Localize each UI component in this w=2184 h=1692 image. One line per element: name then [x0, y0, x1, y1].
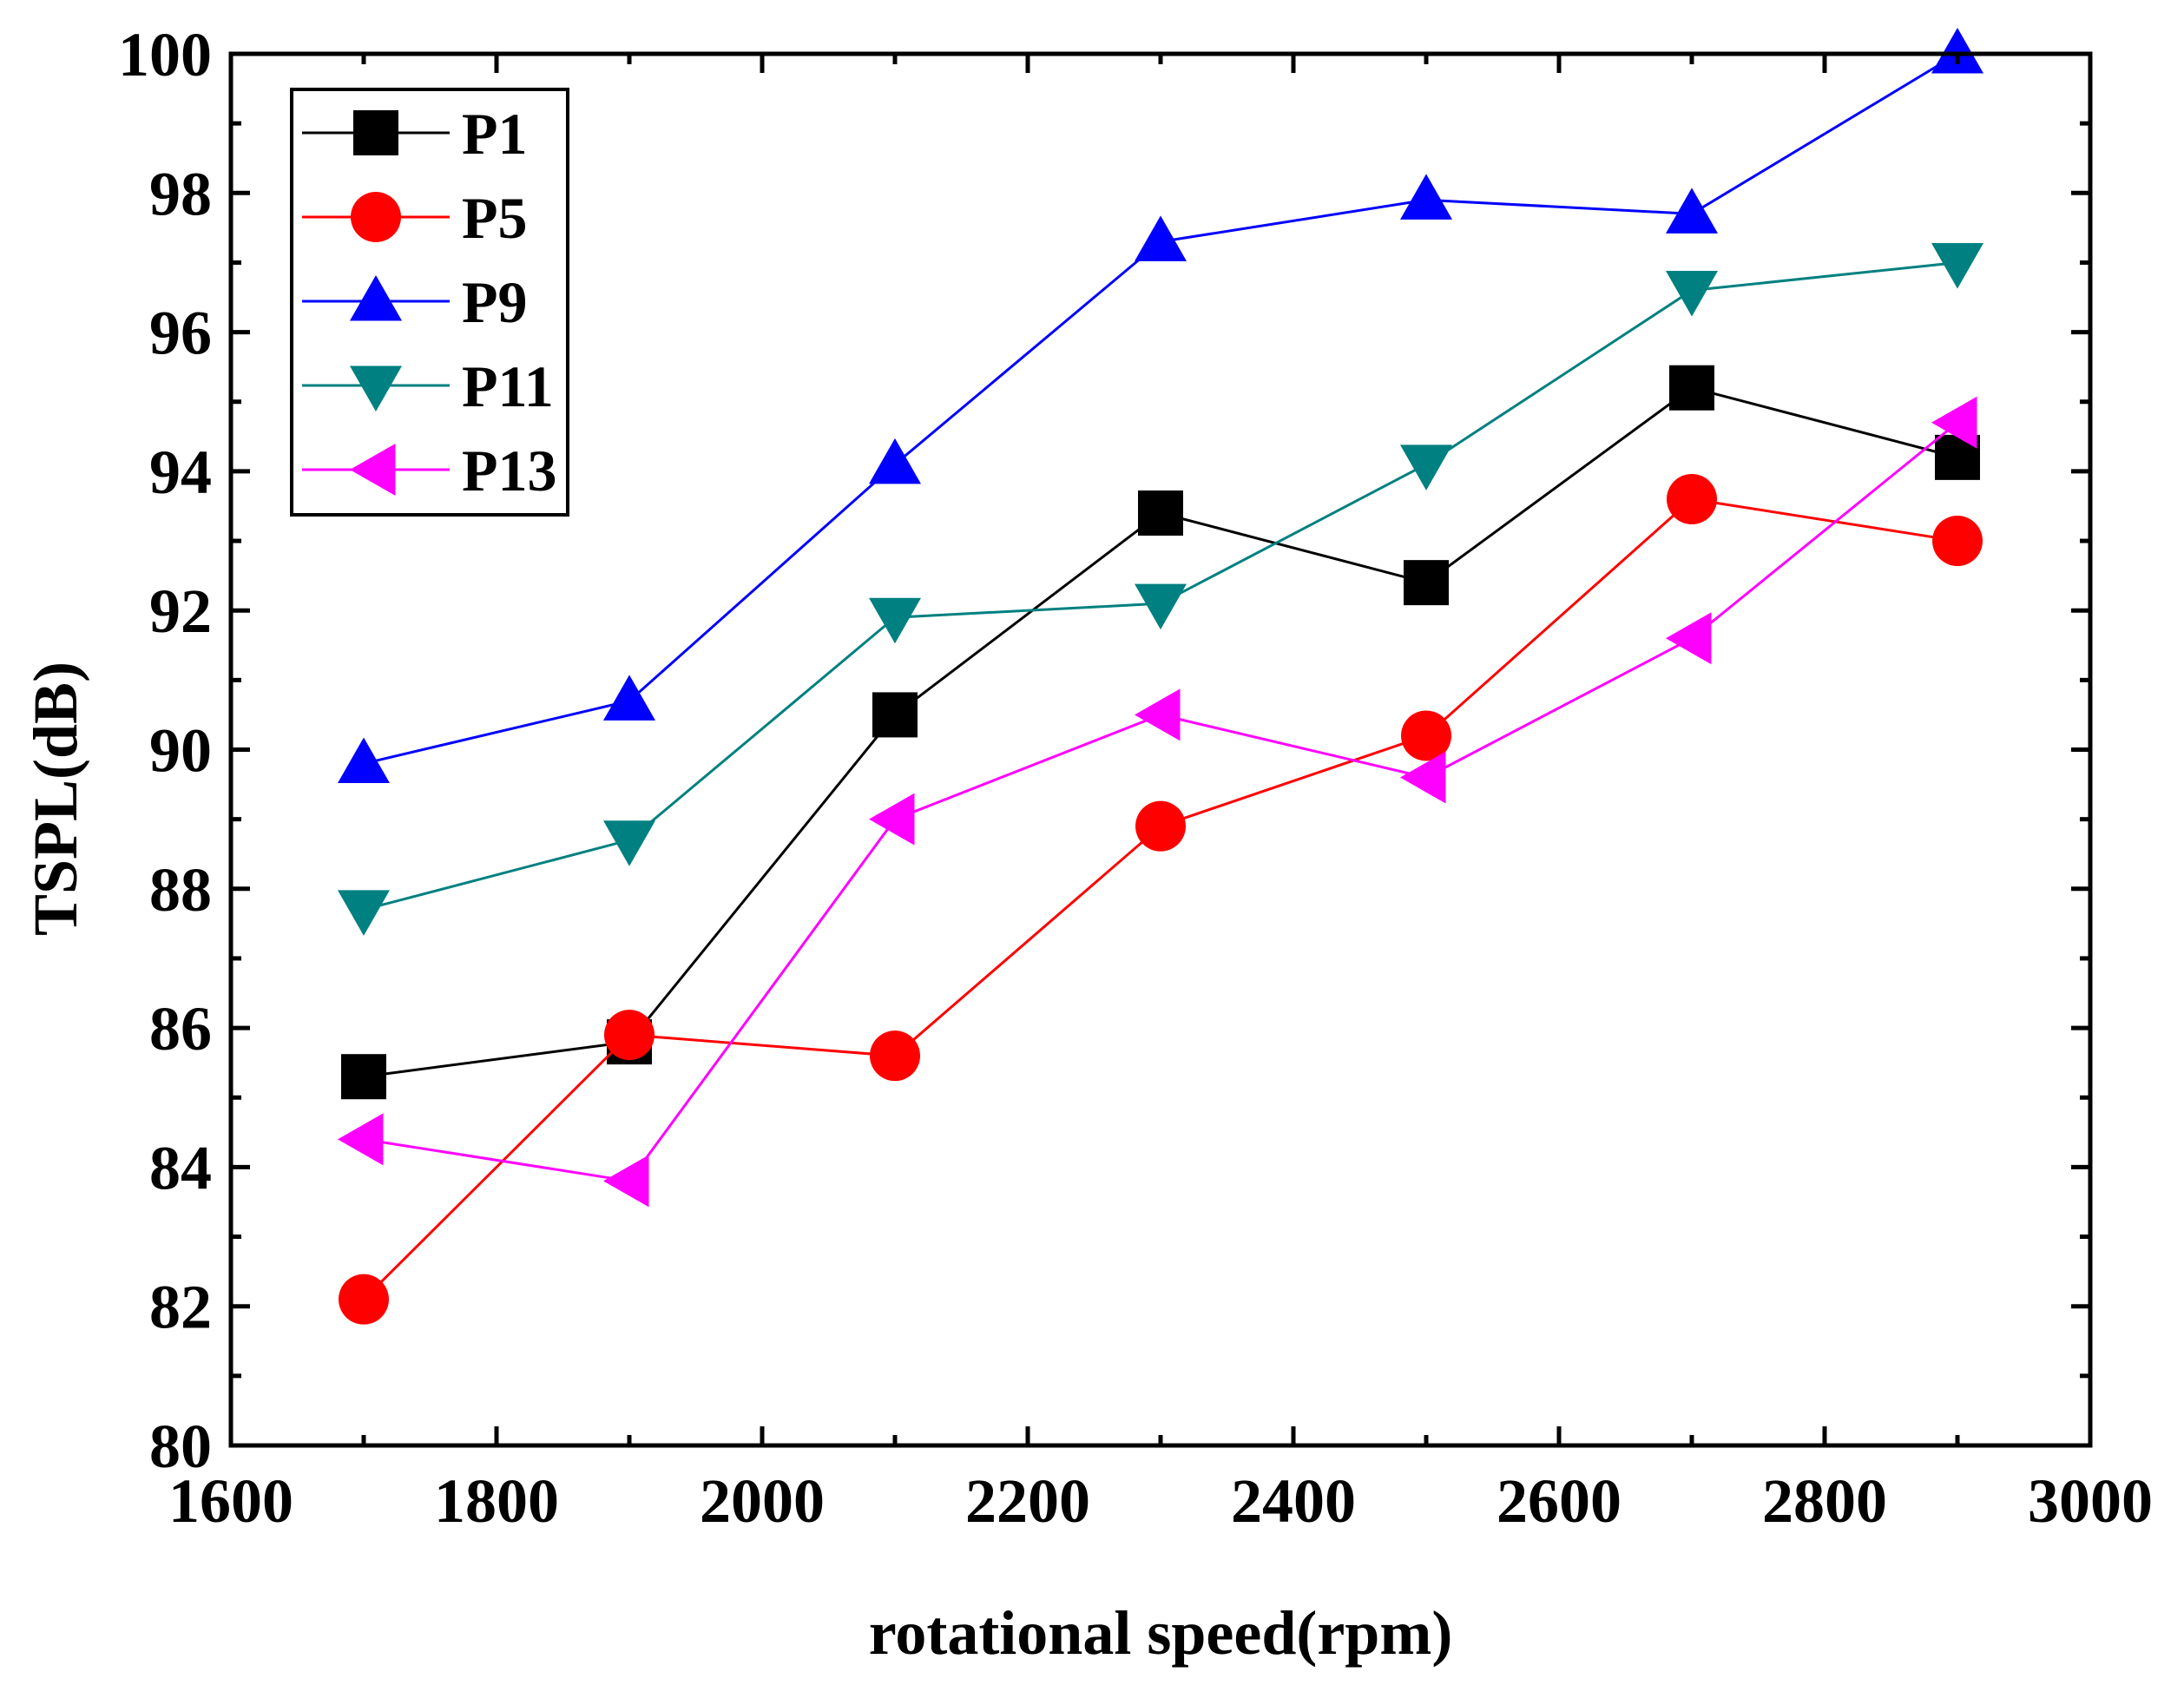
legend-label-p11: P11 — [462, 353, 554, 419]
data-point-p9-2900 — [1931, 28, 1983, 74]
data-point-p9-1700 — [338, 737, 390, 784]
y-tick-label: 96 — [149, 299, 212, 368]
x-tick-label: 1600 — [168, 1466, 293, 1536]
data-point-p13-2300 — [1135, 688, 1181, 741]
legend-label-p1: P1 — [462, 101, 528, 167]
data-point-p13-1700 — [338, 1113, 384, 1166]
legend-label-p5: P5 — [462, 185, 528, 251]
y-tick-label: 84 — [149, 1133, 212, 1202]
x-tick-label: 2800 — [1762, 1466, 1887, 1536]
data-point-p9-2500 — [1400, 174, 1452, 220]
y-tick-label: 82 — [149, 1273, 212, 1342]
legend-marker-p1 — [353, 110, 398, 155]
data-point-p11-2100 — [869, 597, 921, 644]
legend-marker-p9 — [350, 275, 402, 321]
data-point-p13-1900 — [603, 1155, 649, 1208]
data-point-p5-2500 — [1401, 710, 1451, 761]
data-point-p11-1900 — [603, 820, 655, 866]
y-tick-label: 92 — [149, 576, 212, 646]
data-point-p1-2500 — [1404, 560, 1449, 606]
data-point-p11-2500 — [1400, 444, 1452, 490]
x-tick-label: 2600 — [1497, 1466, 1622, 1536]
x-tick-label: 2000 — [700, 1466, 825, 1536]
ticks-layer: 1600 1800 2000 2200 2400 2600 2800 3000 80 82 84 86… — [118, 20, 2153, 1536]
x-axis-title: rotational speed(rpm) — [869, 1598, 1453, 1668]
data-point-p5-2900 — [1932, 516, 1983, 567]
x-tick-label: 2400 — [1231, 1466, 1356, 1536]
data-point-p13-2100 — [869, 793, 915, 846]
data-point-p5-1900 — [604, 1010, 655, 1061]
data-point-p9-2700 — [1666, 188, 1718, 234]
legend-label-p9: P9 — [462, 269, 528, 335]
legend-marker-p5 — [351, 192, 401, 242]
legend-label-p13: P13 — [462, 438, 557, 504]
data-point-p13-2900 — [1931, 396, 1977, 449]
data-point-p1-2700 — [1669, 365, 1714, 411]
data-point-p9-2100 — [869, 438, 921, 484]
y-tick-label: 100 — [118, 20, 212, 89]
series-layer — [338, 28, 1983, 1325]
data-point-p5-1700 — [339, 1274, 389, 1325]
data-point-p11-2900 — [1931, 242, 1983, 289]
y-tick-label: 94 — [149, 438, 212, 507]
legend-marker-p13 — [350, 444, 396, 496]
legend: P1 P5 P9 P11 P13 — [290, 88, 569, 517]
data-point-p5-2300 — [1135, 800, 1186, 852]
series-line-p9 — [363, 52, 1958, 765]
data-point-p9-1900 — [603, 675, 655, 721]
y-tick-label: 86 — [149, 994, 212, 1063]
y-axis-title: TSPL(dB) — [21, 662, 90, 936]
x-tick-label: 3000 — [2028, 1466, 2153, 1536]
y-tick-label: 98 — [149, 159, 212, 228]
data-point-p13-2700 — [1666, 612, 1712, 665]
data-point-p1-2300 — [1138, 490, 1183, 536]
data-point-p11-2300 — [1135, 583, 1187, 630]
data-point-p1-1700 — [341, 1054, 386, 1100]
legend-marker-p11 — [350, 365, 402, 411]
data-point-p11-1700 — [338, 890, 390, 936]
data-point-p5-2100 — [870, 1030, 920, 1082]
y-tick-label: 90 — [149, 716, 212, 786]
data-point-p9-2300 — [1135, 215, 1187, 261]
x-tick-label: 2200 — [965, 1466, 1090, 1536]
y-tick-label: 80 — [149, 1412, 212, 1481]
data-point-p5-2700 — [1667, 473, 1717, 524]
data-point-p1-2100 — [872, 692, 918, 738]
y-tick-label: 88 — [149, 855, 212, 925]
data-point-p13-2500 — [1400, 751, 1446, 804]
x-tick-label: 1800 — [434, 1466, 559, 1536]
data-point-p11-2700 — [1666, 271, 1718, 317]
